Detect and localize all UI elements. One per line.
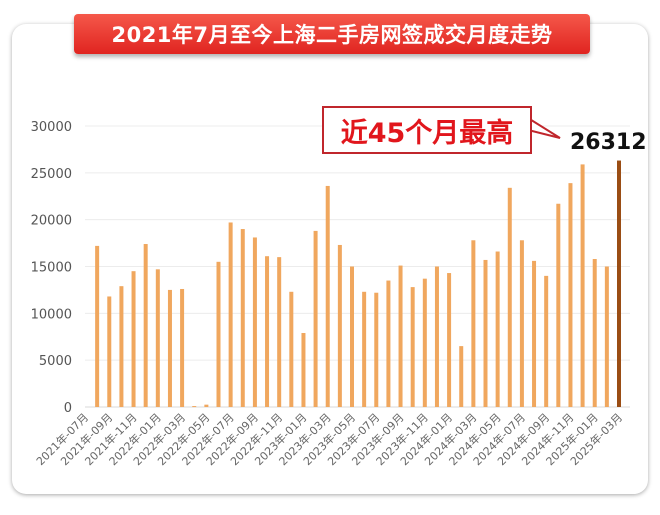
bar: [434, 266, 439, 407]
bar: [422, 278, 427, 407]
bar: [143, 244, 148, 407]
chart-title: 2021年7月至今上海二手房网签成交月度走势: [111, 23, 553, 47]
annotation-text: 近45个月最高: [340, 117, 514, 149]
bar: [131, 271, 136, 407]
bar: [617, 160, 621, 407]
y-tick-label: 10000: [31, 307, 72, 322]
bar: [167, 289, 172, 407]
bar: [519, 240, 524, 407]
bar: [471, 240, 476, 407]
bar: [265, 256, 270, 407]
bar: [95, 245, 100, 407]
bar: [362, 291, 367, 407]
bar: [410, 287, 415, 407]
bar: [544, 275, 549, 407]
chart-card: [12, 24, 648, 494]
bar: [592, 259, 597, 407]
y-tick-label: 15000: [31, 261, 72, 276]
bar: [580, 164, 585, 407]
bar: [240, 229, 245, 407]
bar: [289, 291, 294, 407]
bar: [398, 265, 403, 407]
bar: [107, 296, 112, 407]
bar: [483, 259, 488, 407]
bar: [568, 183, 573, 407]
bar: [507, 187, 512, 407]
bar: [301, 333, 306, 407]
bar: [155, 269, 160, 407]
bar: [277, 257, 282, 407]
y-tick-label: 30000: [31, 120, 72, 135]
bar: [192, 406, 197, 408]
bar: [386, 280, 391, 407]
y-tick-label: 25000: [31, 167, 72, 182]
y-tick-label: 0: [64, 401, 72, 416]
bar: [252, 237, 257, 407]
bar: [556, 203, 561, 407]
y-tick-label: 20000: [31, 214, 72, 229]
annotation-box: 近45个月最高: [322, 106, 532, 154]
bar: [459, 346, 464, 407]
bar: [495, 251, 500, 407]
bar: [228, 222, 233, 407]
bar: [604, 266, 609, 407]
bar: [337, 244, 342, 407]
bar: [374, 292, 379, 407]
bar: [350, 266, 354, 407]
bar: [119, 286, 124, 407]
annotation-pointer: [527, 116, 561, 139]
bar: [532, 260, 537, 407]
bar: [325, 185, 330, 407]
y-tick-label: 5000: [39, 354, 72, 369]
bar: [180, 288, 185, 407]
bar: [447, 273, 452, 407]
bar: [313, 230, 318, 407]
peak-value-label: 26312: [570, 130, 647, 155]
bar: [204, 404, 209, 407]
bar: [216, 261, 221, 407]
title-ribbon: 2021年7月至今上海二手房网签成交月度走势: [74, 14, 590, 54]
